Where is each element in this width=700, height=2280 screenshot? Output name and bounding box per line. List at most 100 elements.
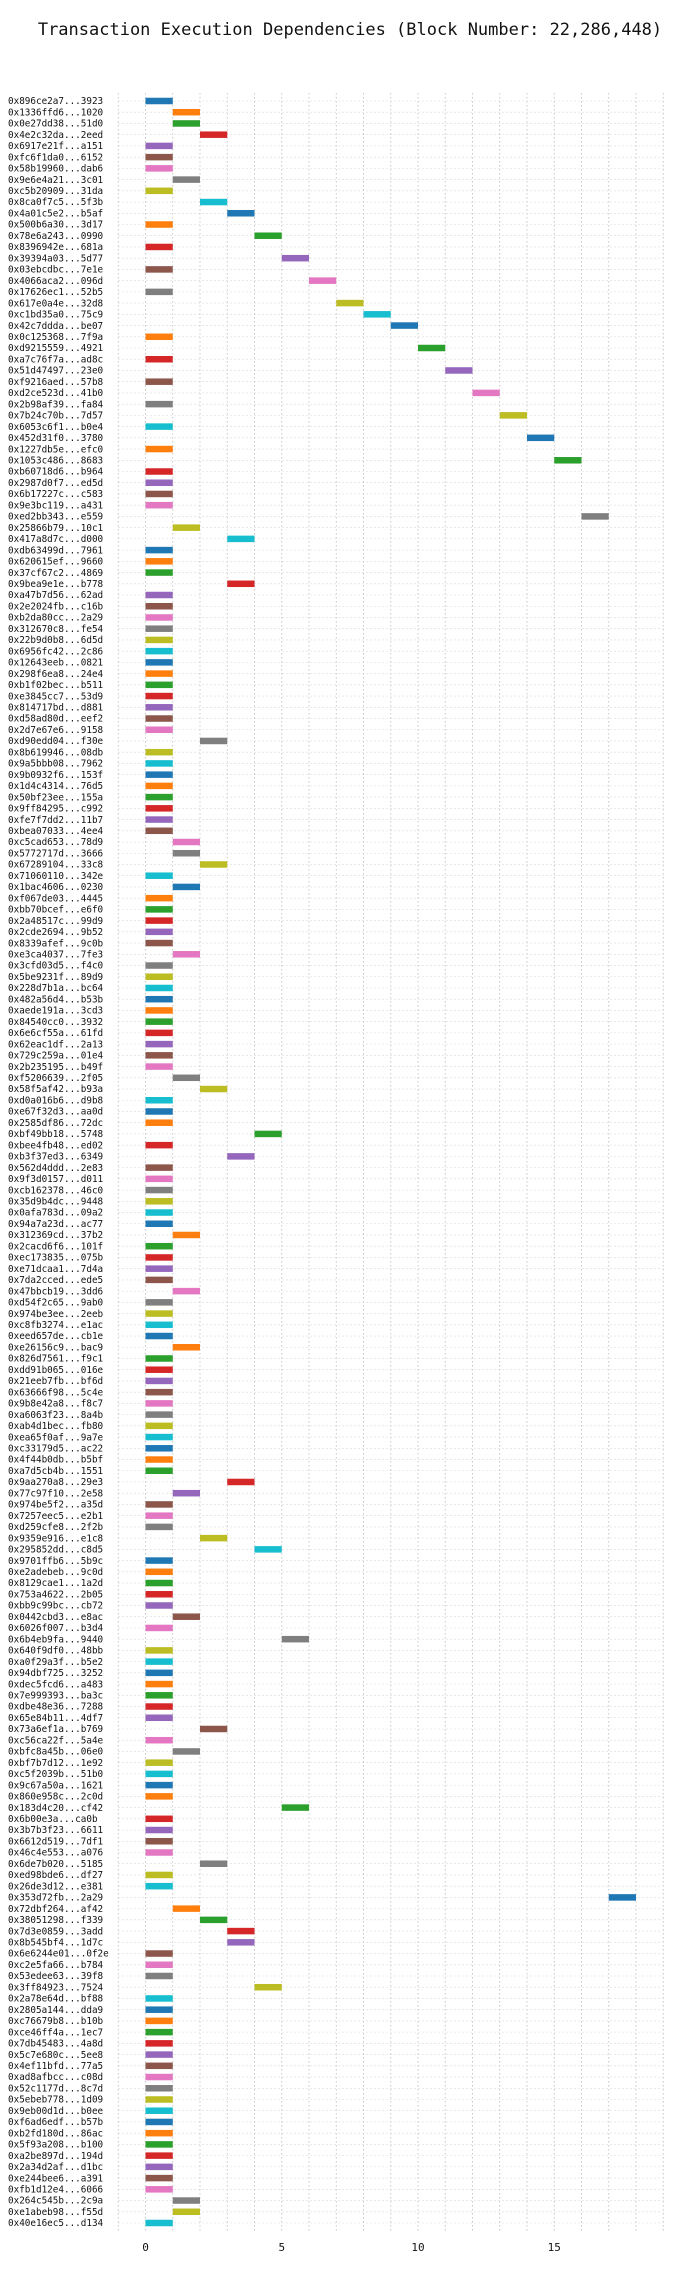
y-tick-label: 0x77c97f10...2e58 [8, 1488, 103, 1499]
y-tick-label: 0xe71dcaa1...7d4a [8, 1264, 103, 1275]
y-tick-label: 0xf9216aed...57b8 [8, 377, 103, 388]
transaction-bar [145, 1310, 173, 1317]
y-tick-label: 0x4a01c5e2...b5af [8, 208, 103, 219]
transaction-bar [145, 760, 173, 767]
y-tick-label: 0x63666f98...5c4e [8, 1387, 104, 1398]
y-tick-label: 0x4ef11bfd...77a5 [8, 2061, 103, 2072]
transaction-bar [145, 1759, 173, 1766]
y-tick-label: 0x2a78e64d...bf88 [8, 1994, 103, 2005]
transaction-bar [145, 1669, 173, 1677]
transaction-bar [145, 692, 173, 700]
transaction-bar [145, 333, 173, 341]
y-tick-label: 0x47bbcb19...3dd6 [8, 1286, 103, 1297]
transaction-bar [145, 288, 173, 296]
y-tick-label: 0x1d4c4314...76d5 [8, 781, 103, 792]
y-tick-label: 0x500b6a30...3d17 [8, 220, 103, 231]
transaction-bar [200, 1085, 228, 1093]
y-tick-label: 0x9b8e42a8...f8c7 [8, 1399, 103, 1410]
y-tick-label: 0xe26156c9...bac9 [8, 1342, 103, 1353]
y-tick-label: 0x9eb00d1d...b0ee [8, 2106, 104, 2117]
transaction-bar [172, 1905, 200, 1912]
transaction-bar [145, 1445, 173, 1452]
transaction-bar [145, 670, 173, 677]
transaction-bar [472, 389, 500, 397]
y-tick-label: 0xb60718d6...b964 [8, 467, 104, 478]
transaction-bar [145, 681, 173, 689]
y-tick-label: 0x2b98af39...fa84 [8, 399, 104, 410]
y-tick-label: 0x264c545b...2c9a [8, 2196, 103, 2207]
transaction-bar [145, 423, 173, 430]
y-tick-label: 0x6053c6f1...b0e4 [8, 422, 104, 433]
y-tick-label: 0x2cde2694...9b52 [8, 927, 103, 938]
y-tick-label: 0x58f5af42...b93a [8, 1084, 103, 1095]
y-tick-label: 0x9e3bc119...a431 [8, 500, 103, 511]
transaction-bar [145, 1164, 173, 1171]
y-tick-label: 0x9701ffb6...5b9c [8, 1556, 103, 1567]
transaction-bar [200, 737, 228, 745]
y-tick-label: 0x42c7ddda...be07 [8, 321, 103, 332]
y-tick-label: 0x6e6cf55a...61fd [8, 1028, 103, 1039]
y-tick-label: 0x5772717d...3666 [8, 848, 103, 859]
transaction-bar [172, 176, 200, 183]
transaction-bar [145, 917, 173, 924]
transaction-bar [227, 1153, 255, 1160]
y-tick-label: 0xa47b7d56...62ad [8, 590, 103, 601]
y-tick-label: 0x71060110...342e [8, 871, 104, 882]
transaction-bar [172, 1231, 200, 1239]
transaction-bar [145, 546, 173, 554]
y-tick-label: 0x7d3e0859...3add [8, 1926, 103, 1937]
transaction-bar [145, 142, 173, 150]
y-tick-label: 0xea65f0af...9a7e [8, 1432, 104, 1443]
y-tick-label: 0x7da2cced...ede5 [8, 1275, 103, 1286]
y-tick-label: 0x65e84b11...4df7 [8, 1713, 103, 1724]
transaction-bar [145, 1276, 173, 1284]
y-tick-label: 0xc1bd35a0...75c9 [8, 310, 103, 321]
transaction-bar [200, 1860, 228, 1867]
y-tick-label: 0x620615ef...9660 [8, 557, 103, 568]
transaction-bar [145, 704, 173, 711]
y-tick-label: 0xbb70bcef...e6f0 [8, 905, 103, 916]
y-tick-label: 0x84540cc0...3932 [8, 1017, 103, 1028]
transaction-bar [145, 1119, 173, 1126]
transaction-bar [145, 1388, 173, 1396]
y-tick-label: 0xe3ca4037...7fe3 [8, 949, 103, 960]
y-tick-label: 0xd9215559...4921 [8, 343, 103, 354]
y-tick-label: 0x729c259a...01e4 [8, 1051, 104, 1062]
y-tick-label: 0xdbe48e36...7288 [8, 1702, 103, 1713]
transaction-bar [145, 2017, 173, 2025]
y-tick-label: 0x2cacd6f6...101f [8, 1241, 103, 1252]
y-tick-label: 0xc2e5fa66...b784 [8, 1960, 104, 1971]
transaction-bar [145, 187, 173, 195]
y-tick-label: 0x6b17227c...c583 [8, 489, 103, 500]
y-tick-label: 0xbee4fb48...ed02 [8, 1140, 103, 1151]
transaction-bar [145, 1703, 173, 1710]
transaction-bar [200, 1725, 228, 1733]
transaction-bar [145, 726, 173, 733]
transaction-bar [145, 659, 173, 666]
y-tick-label: 0xdb63499d...7961 [8, 545, 103, 556]
transaction-bar [145, 2163, 173, 2171]
transaction-bar [145, 782, 173, 790]
transaction-bar [145, 1254, 173, 1261]
y-tick-label: 0x9ff84295...c992 [8, 804, 103, 815]
y-tick-label: 0xb2fd180d...86ac [8, 2128, 103, 2139]
transaction-bar [145, 1052, 173, 1059]
transaction-bar [336, 299, 364, 307]
y-tick-label: 0x51d47497...23e0 [8, 366, 103, 377]
transaction-bar [145, 1961, 173, 1969]
transaction-bar [145, 400, 173, 408]
transaction-bar [145, 1007, 173, 1014]
transaction-bar [145, 1826, 173, 1834]
y-tick-label: 0x2d7e67e6...9158 [8, 725, 103, 736]
transaction-bar [145, 1366, 173, 1373]
transaction-bar [418, 344, 446, 352]
y-tick-label: 0x8b545bf4...1d7c [8, 1938, 103, 1949]
transaction-bar [145, 1018, 173, 1025]
y-tick-label: 0x37cf67c2...4869 [8, 568, 103, 579]
transaction-bar [200, 1916, 228, 1924]
y-tick-label: 0xe2adebeb...9c0d [8, 1567, 103, 1578]
y-tick-label: 0x53edee63...39f8 [8, 1971, 103, 1982]
transaction-bar [145, 973, 173, 980]
y-tick-label: 0xc76679b8...b10b [8, 2016, 104, 2027]
transaction-bar [145, 2219, 173, 2227]
